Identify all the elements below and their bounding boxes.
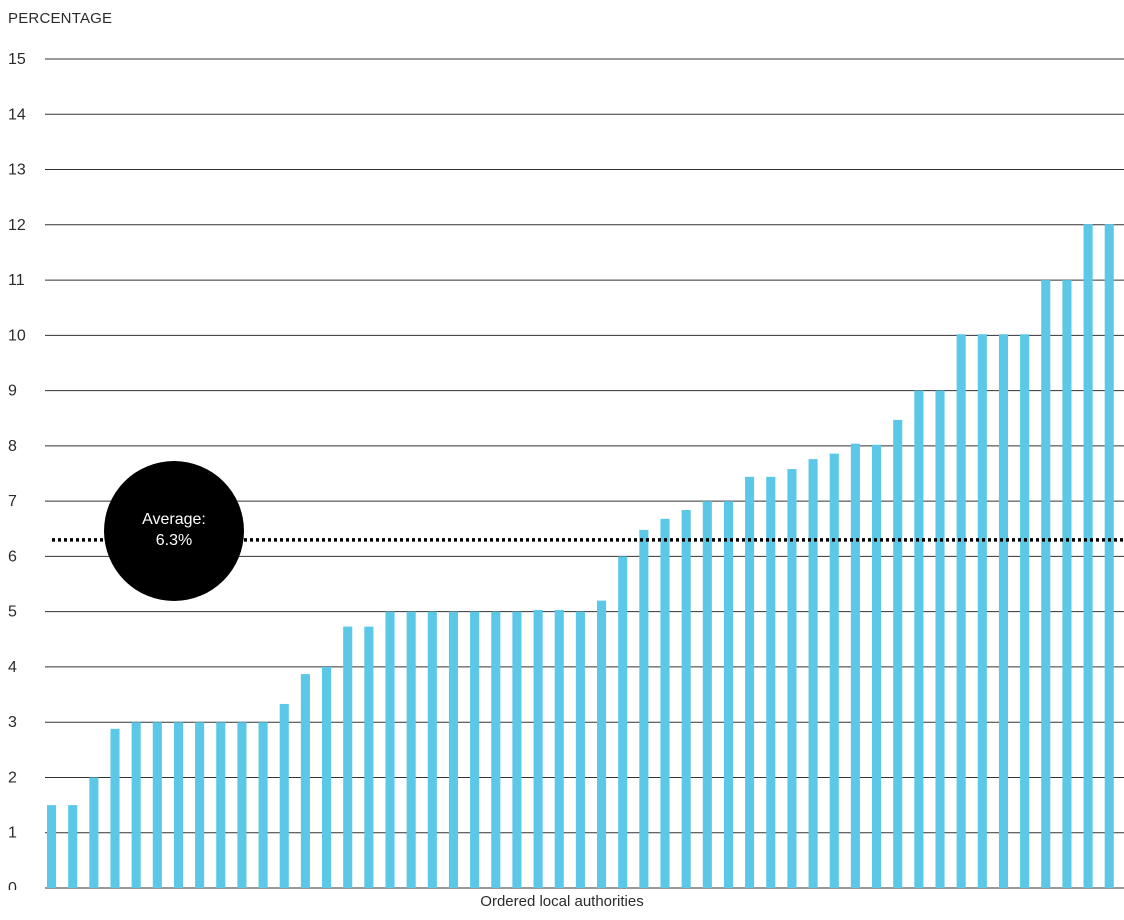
bar	[533, 610, 543, 888]
y-tick-label: 15	[8, 51, 26, 68]
bar	[808, 459, 818, 888]
y-tick-label: 10	[8, 327, 26, 344]
bar	[956, 334, 966, 888]
bar	[385, 611, 395, 888]
bar	[216, 722, 226, 888]
bar	[152, 722, 162, 888]
bar	[110, 728, 120, 888]
bar	[829, 453, 839, 888]
bar	[131, 722, 141, 888]
bar	[914, 390, 924, 888]
bars	[47, 224, 1114, 889]
y-tick-label: 9	[8, 383, 17, 400]
average-marker: Average: 6.3%	[52, 461, 1124, 601]
bar	[766, 476, 776, 888]
bar	[173, 722, 184, 888]
bar	[787, 469, 797, 888]
y-tick-label: 6	[8, 548, 17, 565]
bar	[258, 722, 268, 888]
y-tick-label: 14	[8, 106, 26, 123]
x-axis-title: Ordered local authorities	[480, 893, 644, 910]
y-tick-label: 13	[8, 162, 26, 179]
bar	[1104, 224, 1114, 889]
bar	[68, 805, 78, 888]
bar	[998, 334, 1009, 888]
bar	[1041, 280, 1051, 889]
bar	[47, 805, 57, 888]
bar	[1083, 224, 1093, 889]
y-tick-label: 11	[8, 272, 25, 289]
y-tick-label: 2	[8, 769, 17, 786]
y-tick-label: 3	[8, 714, 17, 731]
bar	[660, 518, 670, 888]
y-tick-label: 7	[8, 493, 17, 510]
bar	[597, 600, 607, 888]
bar	[343, 626, 353, 888]
y-tick-label: 12	[8, 217, 26, 234]
y-tick-label: 8	[8, 438, 17, 455]
bar	[893, 419, 903, 888]
bar	[618, 556, 628, 888]
average-label: Average:	[142, 511, 206, 528]
y-axis-title: PERCENTAGE	[8, 10, 113, 27]
bar	[872, 444, 882, 888]
bar	[723, 501, 734, 888]
bar	[279, 703, 289, 888]
bar	[89, 777, 99, 888]
bar	[237, 722, 247, 888]
bar	[977, 334, 987, 888]
bar	[300, 674, 310, 888]
bar	[554, 610, 564, 888]
bar	[639, 529, 649, 888]
y-tick-label: 0	[8, 880, 17, 890]
y-tick-label: 5	[8, 604, 17, 621]
bar	[1020, 334, 1030, 888]
bar	[364, 626, 374, 888]
y-tick-label: 4	[8, 659, 17, 676]
bar	[491, 611, 501, 888]
bar	[406, 611, 416, 888]
bar	[427, 611, 437, 888]
bar	[935, 390, 945, 888]
bar	[702, 501, 712, 888]
y-tick-label: 1	[8, 825, 17, 842]
average-value: 6.3%	[156, 532, 192, 549]
bar	[448, 611, 459, 888]
bar	[850, 443, 860, 888]
bar	[745, 476, 755, 888]
bar	[1062, 280, 1072, 889]
bar	[195, 722, 205, 888]
bar	[470, 611, 480, 888]
bar	[512, 611, 522, 888]
bar	[575, 611, 585, 888]
bar	[322, 666, 332, 888]
bar	[681, 509, 691, 888]
average-badge	[104, 461, 244, 601]
